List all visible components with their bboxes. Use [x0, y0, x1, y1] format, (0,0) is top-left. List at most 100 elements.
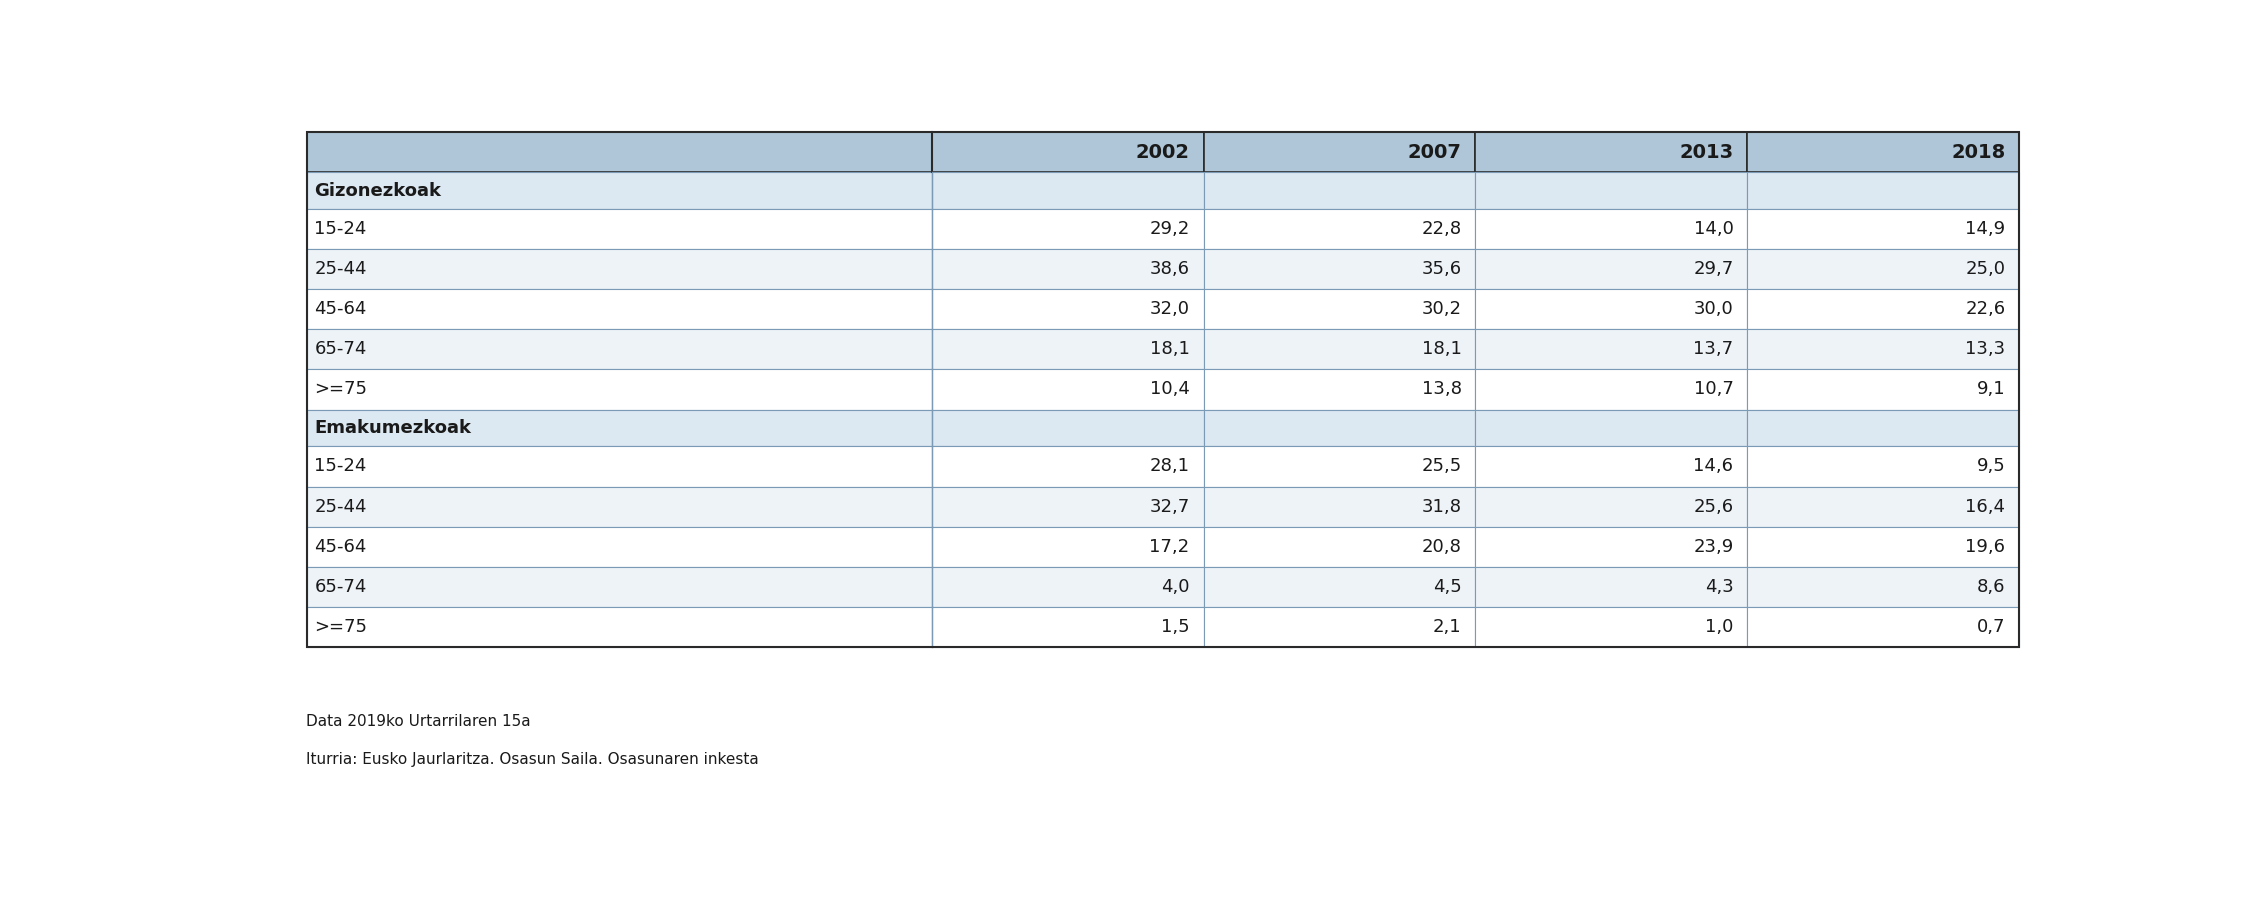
Bar [306, 132, 931, 172]
Bar [306, 329, 931, 369]
Bar [306, 410, 931, 447]
Text: 25,5: 25,5 [1421, 458, 1462, 476]
Bar [1747, 410, 2019, 447]
Text: 9,1: 9,1 [1976, 380, 2005, 399]
Bar [1203, 132, 1475, 172]
Bar [1475, 369, 1747, 410]
Text: 15-24: 15-24 [315, 220, 367, 238]
Bar [931, 447, 1203, 487]
Bar [1203, 369, 1475, 410]
Bar [306, 567, 931, 607]
Bar [1203, 329, 1475, 369]
Bar [306, 249, 931, 289]
Text: 25-44: 25-44 [315, 260, 367, 278]
Bar [1203, 172, 1475, 209]
Text: 18,1: 18,1 [1149, 340, 1190, 359]
Bar [1747, 329, 2019, 369]
Text: 1,0: 1,0 [1704, 618, 1733, 636]
Bar [1475, 209, 1747, 249]
Bar [306, 447, 931, 487]
Text: 13,3: 13,3 [1965, 340, 2005, 359]
Bar [1475, 447, 1747, 487]
Text: 1,5: 1,5 [1160, 618, 1190, 636]
Bar [1203, 567, 1475, 607]
Bar [1203, 410, 1475, 447]
Bar [931, 329, 1203, 369]
Text: 17,2: 17,2 [1149, 538, 1190, 556]
Text: 10,7: 10,7 [1693, 380, 1733, 399]
Bar [306, 289, 931, 329]
Text: 14,6: 14,6 [1693, 458, 1733, 476]
Bar [1475, 172, 1747, 209]
Text: 9,5: 9,5 [1976, 458, 2005, 476]
Bar [1747, 249, 2019, 289]
Text: 25,0: 25,0 [1965, 260, 2005, 278]
Text: 15-24: 15-24 [315, 458, 367, 476]
Text: 65-74: 65-74 [315, 578, 367, 596]
Bar [306, 369, 931, 410]
Text: 65-74: 65-74 [315, 340, 367, 359]
Text: 30,0: 30,0 [1693, 300, 1733, 318]
Bar [1203, 249, 1475, 289]
Bar [1475, 410, 1747, 447]
Bar [1475, 289, 1747, 329]
Bar [931, 172, 1203, 209]
Bar [931, 369, 1203, 410]
Bar [306, 487, 931, 527]
Bar [306, 132, 2019, 647]
Bar [1203, 209, 1475, 249]
Text: 2013: 2013 [1679, 143, 1733, 162]
Text: 29,7: 29,7 [1693, 260, 1733, 278]
Bar [1475, 527, 1747, 567]
Text: 0,7: 0,7 [1976, 618, 2005, 636]
Text: 2002: 2002 [1135, 143, 1190, 162]
Bar [1203, 447, 1475, 487]
Text: 14,9: 14,9 [1965, 220, 2005, 238]
Text: 30,2: 30,2 [1421, 300, 1462, 318]
Bar [1475, 249, 1747, 289]
Bar [931, 249, 1203, 289]
Text: >=75: >=75 [315, 618, 367, 636]
Text: 19,6: 19,6 [1965, 538, 2005, 556]
Text: 23,9: 23,9 [1693, 538, 1733, 556]
Text: 38,6: 38,6 [1149, 260, 1190, 278]
Bar [1747, 607, 2019, 647]
Text: Gizonezkoak: Gizonezkoak [315, 182, 442, 200]
Text: 8,6: 8,6 [1976, 578, 2005, 596]
Bar [306, 607, 931, 647]
Text: 25,6: 25,6 [1693, 498, 1733, 516]
Text: Iturria: Eusko Jaurlaritza. Osasun Saila. Osasunaren inkesta: Iturria: Eusko Jaurlaritza. Osasun Saila… [306, 753, 759, 767]
Text: Data 2019ko Urtarrilaren 15a: Data 2019ko Urtarrilaren 15a [306, 713, 530, 729]
Text: 32,7: 32,7 [1149, 498, 1190, 516]
Text: 10,4: 10,4 [1149, 380, 1190, 399]
Text: Emakumezkoak: Emakumezkoak [315, 419, 471, 437]
Bar [1747, 447, 2019, 487]
Bar [306, 527, 931, 567]
Text: 45-64: 45-64 [315, 538, 367, 556]
Text: 4,5: 4,5 [1432, 578, 1462, 596]
Bar [931, 567, 1203, 607]
Bar [1203, 487, 1475, 527]
Bar [931, 527, 1203, 567]
Bar [931, 410, 1203, 447]
Bar [1203, 289, 1475, 329]
Bar [1747, 369, 2019, 410]
Bar [1747, 527, 2019, 567]
Bar [1747, 289, 2019, 329]
Bar [1475, 607, 1747, 647]
Bar [1203, 607, 1475, 647]
Bar [1475, 487, 1747, 527]
Text: 4,0: 4,0 [1160, 578, 1190, 596]
Bar [1747, 132, 2019, 172]
Text: 25-44: 25-44 [315, 498, 367, 516]
Bar [1747, 209, 2019, 249]
Text: 45-64: 45-64 [315, 300, 367, 318]
Bar [931, 209, 1203, 249]
Bar [306, 172, 931, 209]
Bar [931, 289, 1203, 329]
Text: 18,1: 18,1 [1421, 340, 1462, 359]
Text: 2007: 2007 [1407, 143, 1462, 162]
Text: 14,0: 14,0 [1693, 220, 1733, 238]
Bar [1747, 567, 2019, 607]
Bar [1475, 132, 1747, 172]
